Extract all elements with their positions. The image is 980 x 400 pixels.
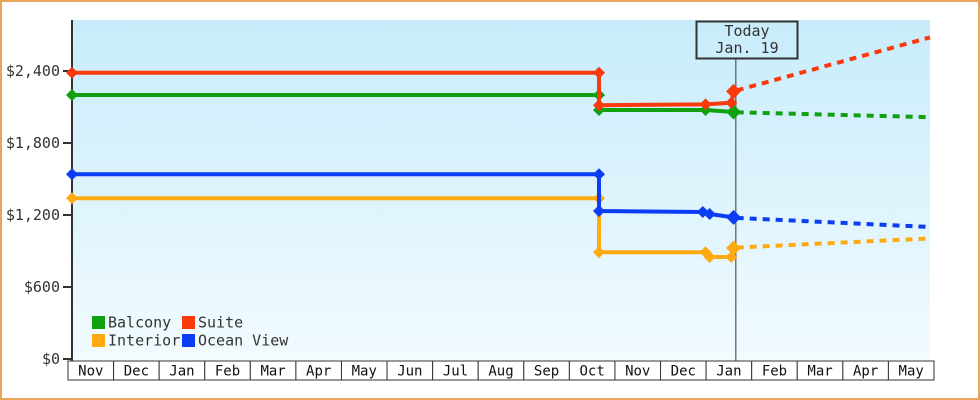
- series-interior-forecast-line: [736, 236, 931, 250]
- month-label: Jan: [169, 364, 194, 380]
- month-label: Aug: [488, 364, 513, 380]
- legend-swatch-balcony: [92, 316, 105, 329]
- legend-label-interior: Interior: [108, 332, 180, 350]
- month-label: Dec: [124, 364, 149, 380]
- data-point-marker: [592, 99, 605, 112]
- y-axis-label: $1,200: [6, 206, 60, 224]
- legend-label-suite: Suite: [198, 314, 243, 332]
- data-point-marker: [592, 205, 605, 218]
- data-point-marker: [592, 246, 605, 259]
- legend-swatch-interior: [92, 334, 105, 347]
- legend-label-ocean-view: Ocean View: [198, 332, 289, 350]
- data-point-marker: [592, 168, 605, 181]
- month-label: Jul: [443, 364, 468, 380]
- month-label: Feb: [762, 364, 787, 380]
- data-point-marker: [726, 209, 742, 225]
- data-point-marker: [726, 83, 742, 99]
- legend-item-interior: Interior: [92, 332, 180, 350]
- legend-label-balcony: Balcony: [108, 314, 171, 332]
- y-axis-label: $2,400: [6, 62, 60, 80]
- legend-item-suite: Suite: [182, 314, 243, 332]
- today-label-line2: Jan. 19: [715, 39, 778, 57]
- y-axis-label: $1,800: [6, 134, 60, 152]
- legend-swatch-suite: [182, 316, 195, 329]
- month-label: Jun: [397, 364, 422, 380]
- legend-item-balcony: Balcony: [92, 314, 171, 332]
- today-label-line1: Today: [724, 22, 769, 40]
- data-point-marker: [66, 192, 78, 205]
- month-label: Apr: [853, 364, 878, 380]
- data-point-marker: [66, 168, 78, 181]
- legend-swatch-ocean-view: [182, 334, 195, 347]
- data-point-marker: [66, 89, 78, 101]
- month-label: Jan: [716, 364, 741, 380]
- legend-item-ocean-view: Ocean View: [182, 332, 289, 350]
- data-point-marker: [726, 104, 742, 120]
- data-point-marker: [66, 66, 78, 79]
- data-point-marker: [703, 251, 716, 263]
- y-axis: $2,400 $1,800 $1,200 $600 $0: [6, 20, 73, 368]
- month-label: Mar: [260, 364, 285, 380]
- data-point-marker: [699, 98, 712, 111]
- data-point-marker: [703, 208, 716, 221]
- month-label: Mar: [807, 364, 832, 380]
- legend: Balcony Suite Interior Ocean View: [92, 314, 289, 350]
- month-label: Apr: [306, 364, 331, 380]
- month-label: Dec: [671, 364, 696, 380]
- month-label: May: [899, 364, 924, 380]
- month-label: Nov: [625, 364, 650, 380]
- data-point-marker: [726, 240, 742, 256]
- month-label: Sep: [534, 364, 559, 380]
- month-label: May: [352, 364, 377, 380]
- series-balcony-forecast-line: [736, 110, 931, 120]
- series-ocean-view-forecast-line: [736, 215, 931, 229]
- y-axis-label: $0: [42, 350, 60, 368]
- today-box: [695, 20, 799, 60]
- month-label: Oct: [580, 364, 605, 380]
- data-point-marker: [725, 96, 738, 109]
- month-label: Feb: [215, 364, 240, 380]
- y-axis-label: $600: [24, 278, 60, 296]
- month-label: Nov: [78, 364, 103, 380]
- x-axis: Nov Dec Jan Feb Mar Apr May Jun Jul Aug Sep Oct Nov D…: [67, 360, 935, 381]
- series-ocean-view: [66, 168, 931, 229]
- series-suite: [66, 35, 931, 112]
- data-point-marker: [699, 246, 712, 259]
- month-cell: [887, 360, 935, 381]
- data-point-marker: [592, 66, 605, 79]
